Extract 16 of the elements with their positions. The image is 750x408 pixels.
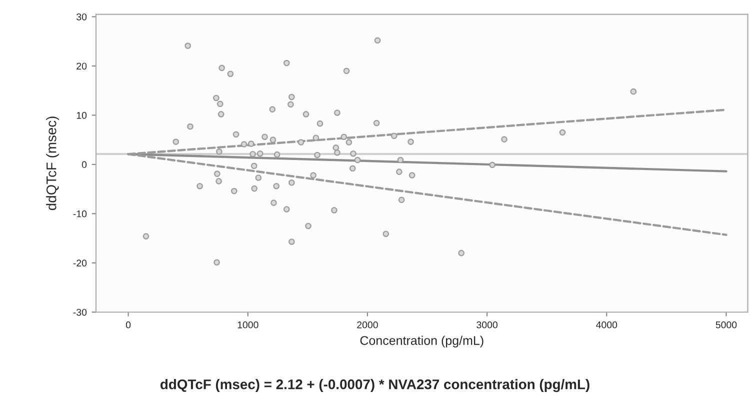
y-tick-label: -20 xyxy=(73,260,87,267)
x-tick-label: 4000 xyxy=(596,321,618,328)
y-tick-label: 30 xyxy=(76,13,87,20)
y-tick-label: 20 xyxy=(76,62,87,70)
y-tick-label: 10 xyxy=(76,112,87,119)
y-tick-label: -10 xyxy=(73,210,87,218)
x-tick-label: 1000 xyxy=(238,321,258,328)
x-tick-label: 2000 xyxy=(357,321,378,328)
y-axis-title: ddQTcF (msec) xyxy=(46,116,60,210)
text: ddQTcF (msec) = 2.12 + (-0.0007) * NVA237 concentration (pg/mL) xyxy=(160,379,590,392)
x-tick-label: 5000 xyxy=(716,321,737,328)
x-axis-title: Concentration (pg/mL) xyxy=(360,336,484,348)
x-tick-label: 3000 xyxy=(476,321,498,328)
y-tick-label: -30 xyxy=(73,308,87,316)
x-tick-label: 0 xyxy=(126,321,131,328)
y-tick-label: 0 xyxy=(82,161,87,168)
